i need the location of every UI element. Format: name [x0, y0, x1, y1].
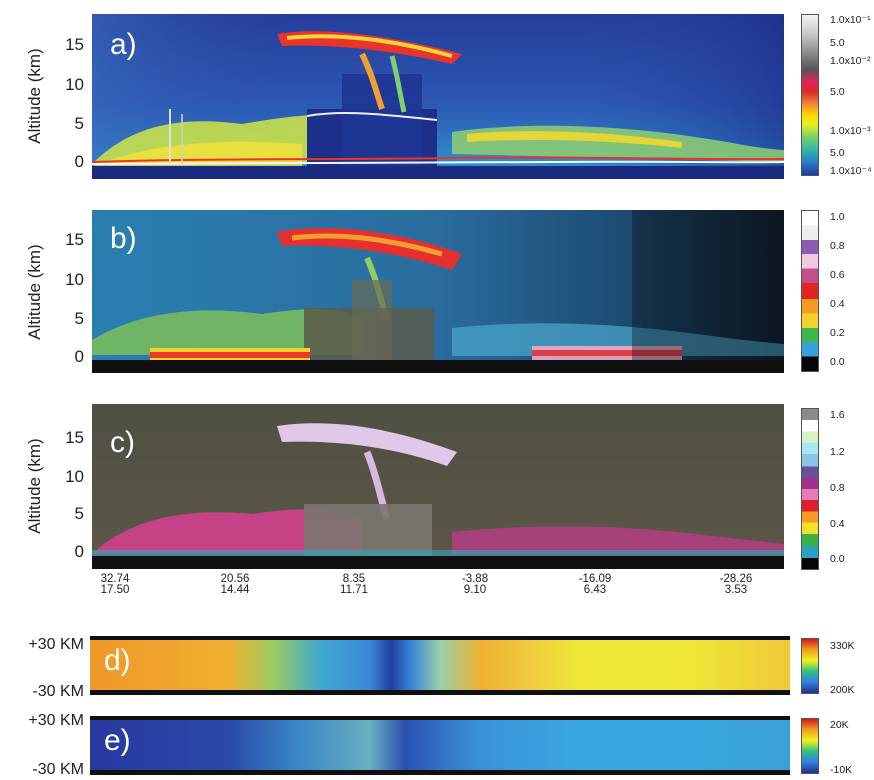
x-tick-lat: 17.50 [100, 584, 130, 596]
colorbar-label: 330K [830, 640, 855, 652]
x-tick-lon: 20.56 [220, 573, 250, 585]
x-tick-label: -16.09 6.43 [555, 573, 635, 596]
panel-e-heatmap [90, 716, 790, 775]
x-tick-lat: 9.10 [463, 584, 487, 596]
x-tick-lat: 11.71 [340, 584, 368, 596]
panel-c-letter: c) [110, 426, 135, 459]
panel-b-ytick: 15 [65, 230, 84, 249]
panel-b-colorbar [801, 210, 819, 372]
panel-c-ytick: 10 [65, 467, 84, 486]
colorbar-label: 1.0x10⁻³ [830, 125, 871, 137]
panel-e-letter: e) [104, 724, 131, 757]
colorbar-label: 20K [830, 719, 849, 731]
panel-b-letter: b) [110, 222, 137, 255]
x-tick-lat: 14.44 [220, 584, 250, 596]
panel-d-bottom-label: -30 KM [32, 683, 84, 700]
colorbar-label: 1.2 [830, 446, 845, 458]
colorbar-label: 0.8 [830, 240, 845, 252]
x-tick-lon: -28.26 [719, 573, 753, 585]
colorbar-label: 1.0x10⁻⁴ [830, 165, 872, 177]
panel-e: e) [90, 716, 790, 776]
x-tick-lon: -16.09 [578, 573, 612, 585]
panel-a-heatmap [92, 14, 784, 179]
x-tick-lat: 3.53 [724, 584, 748, 596]
x-tick-lon: 32.74 [100, 573, 130, 585]
panel-b-ylabel: Altitude (km) [25, 244, 44, 340]
panel-c-colorbar [801, 408, 819, 570]
panel-a-colorbar [801, 14, 819, 176]
colorbar-label: 1.0 [830, 211, 845, 223]
panel-d-letter: d) [104, 644, 131, 677]
panel-a-ytick: 5 [74, 114, 84, 133]
colorbar-label: 1.0x10⁻² [830, 55, 871, 67]
x-tick-lon: -3.88 [461, 573, 489, 585]
panel-c-ytick: 0 [74, 542, 84, 561]
colorbar-label: -10K [830, 764, 853, 776]
panel-d-top-label: +30 KM [28, 636, 84, 653]
panel-b-heatmap [92, 210, 784, 373]
colorbar-label: 200K [830, 684, 855, 696]
panel-a-ylabel: Altitude (km) [25, 48, 44, 144]
panel-b-ytick: 0 [74, 347, 84, 366]
panel-a-ytick: 15 [65, 35, 84, 54]
panel-d: d) [90, 636, 790, 696]
panel-a-letter: a) [110, 28, 137, 61]
panel-c-ylabel: Altitude (km) [25, 438, 44, 534]
panel-e-top-label: +30 KM [28, 712, 84, 729]
colorbar-label: 0.4 [830, 518, 845, 530]
colorbar-label: 1.0x10⁻¹ [830, 14, 871, 26]
x-tick-label: -28.26 3.53 [696, 573, 776, 596]
panel-a-ytick: 0 [74, 152, 84, 171]
colorbar-label: 0.0 [830, 553, 845, 565]
x-tick-label: 8.35 11.71 [314, 573, 394, 596]
panel-d-colorbar [801, 638, 819, 694]
panel-a: a) [92, 14, 784, 179]
panel-b-ytick: 10 [65, 270, 84, 289]
colorbar-label: 1.6 [830, 409, 845, 421]
colorbar-label: 0.8 [830, 482, 845, 494]
panel-a-ytick: 10 [65, 75, 84, 94]
panel-b-ytick: 5 [74, 309, 84, 328]
panel-c: c) [92, 404, 784, 569]
panel-e-colorbar [801, 718, 819, 774]
x-tick-label: 20.56 14.44 [195, 573, 275, 596]
panel-c-ytick: 5 [74, 504, 84, 523]
colorbar-label: 5.0 [830, 37, 845, 49]
colorbar-label: 0.0 [830, 356, 845, 368]
panel-b: b) [92, 210, 784, 373]
colorbar-label: 0.6 [830, 269, 845, 281]
x-tick-lon: 8.35 [342, 573, 366, 585]
x-tick-lat: 6.43 [583, 584, 607, 596]
colorbar-label: 0.4 [830, 298, 845, 310]
x-tick-label: 32.74 17.50 [75, 573, 155, 596]
panel-c-heatmap [92, 404, 784, 569]
colorbar-label: 5.0 [830, 147, 845, 159]
panel-c-ytick: 15 [65, 428, 84, 447]
panel-e-bottom-label: -30 KM [32, 761, 84, 778]
colorbar-label: 5.0 [830, 86, 845, 98]
panel-d-heatmap [90, 636, 790, 695]
colorbar-label: 0.2 [830, 327, 845, 339]
x-tick-label: -3.88 9.10 [435, 573, 515, 596]
